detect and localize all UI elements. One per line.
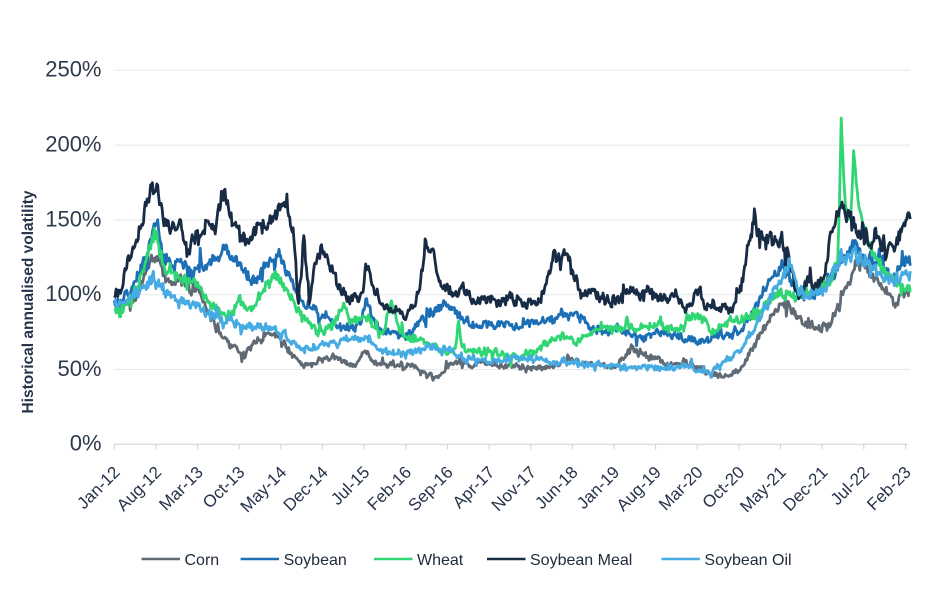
svg-text:Soybean Oil: Soybean Oil: [704, 552, 791, 569]
svg-text:Wheat: Wheat: [417, 552, 464, 569]
svg-text:Nov-17: Nov-17: [488, 463, 540, 515]
svg-text:Mar-13: Mar-13: [155, 463, 207, 515]
svg-text:100%: 100%: [45, 281, 101, 306]
svg-text:Historical annualised volatili: Historical annualised volatility: [20, 190, 37, 413]
svg-text:50%: 50%: [57, 356, 101, 381]
svg-text:Aug-12: Aug-12: [113, 463, 165, 515]
svg-text:Dec-21: Dec-21: [779, 463, 831, 515]
svg-text:May-21: May-21: [736, 463, 790, 517]
svg-text:150%: 150%: [45, 206, 101, 231]
svg-text:Aug-19: Aug-19: [613, 463, 665, 515]
svg-text:250%: 250%: [45, 57, 101, 82]
svg-text:Soybean Meal: Soybean Meal: [530, 552, 632, 569]
svg-text:Feb-23: Feb-23: [863, 463, 915, 515]
svg-text:200%: 200%: [45, 132, 101, 157]
svg-text:Dec-14: Dec-14: [280, 463, 332, 515]
svg-text:Soybean: Soybean: [284, 552, 347, 569]
svg-text:Feb-16: Feb-16: [364, 463, 416, 515]
svg-text:May-14: May-14: [237, 463, 291, 517]
svg-text:Sep-16: Sep-16: [405, 463, 457, 515]
svg-text:Mar-20: Mar-20: [655, 463, 707, 515]
svg-text:Jun-18: Jun-18: [531, 463, 581, 513]
svg-text:Corn: Corn: [185, 552, 220, 569]
svg-text:0%: 0%: [70, 431, 102, 456]
